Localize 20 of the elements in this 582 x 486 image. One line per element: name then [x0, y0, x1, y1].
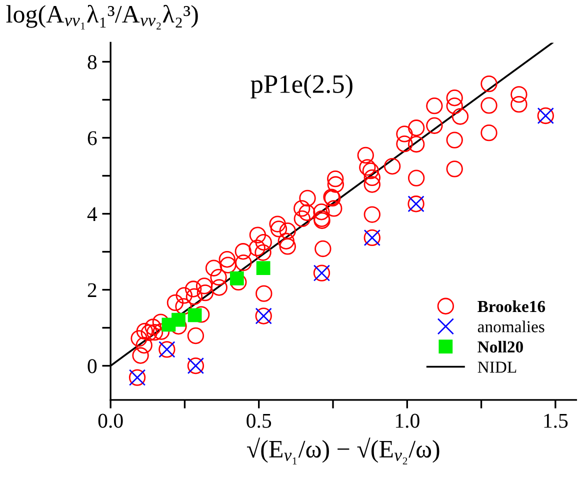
point [230, 271, 244, 286]
legend-label: Noll20 [478, 340, 523, 353]
point [172, 312, 186, 327]
annotation: pP1e(2.5) [250, 74, 352, 98]
y-tick-label: 2 [88, 283, 96, 298]
x-tick-label: 1.0 [396, 414, 420, 428]
y-axis-title: log(A$_{vv₁}$λ₁³/A$_{vv₂}$λ₂³) [6, 4, 198, 30]
x-tick-label: 0.5 [246, 414, 272, 428]
y-tick-label: 4 [87, 207, 98, 221]
point [256, 261, 270, 276]
x-axis-title: √(E$_{v₁}$/ω) − √(E$_{v₂}$/ω) [247, 438, 440, 464]
y-tick-label: 8 [88, 55, 97, 70]
legend-label: Brooke16 [478, 300, 546, 312]
legend-label: anomalies [478, 320, 544, 332]
y-tick-label: 6 [88, 131, 97, 146]
x-tick-label: 1.5 [544, 414, 568, 428]
y-tick-label: 0 [88, 359, 97, 374]
x-tick-label: 0.0 [98, 414, 123, 428]
point [188, 308, 202, 322]
legend-label: NIDL [478, 362, 516, 373]
